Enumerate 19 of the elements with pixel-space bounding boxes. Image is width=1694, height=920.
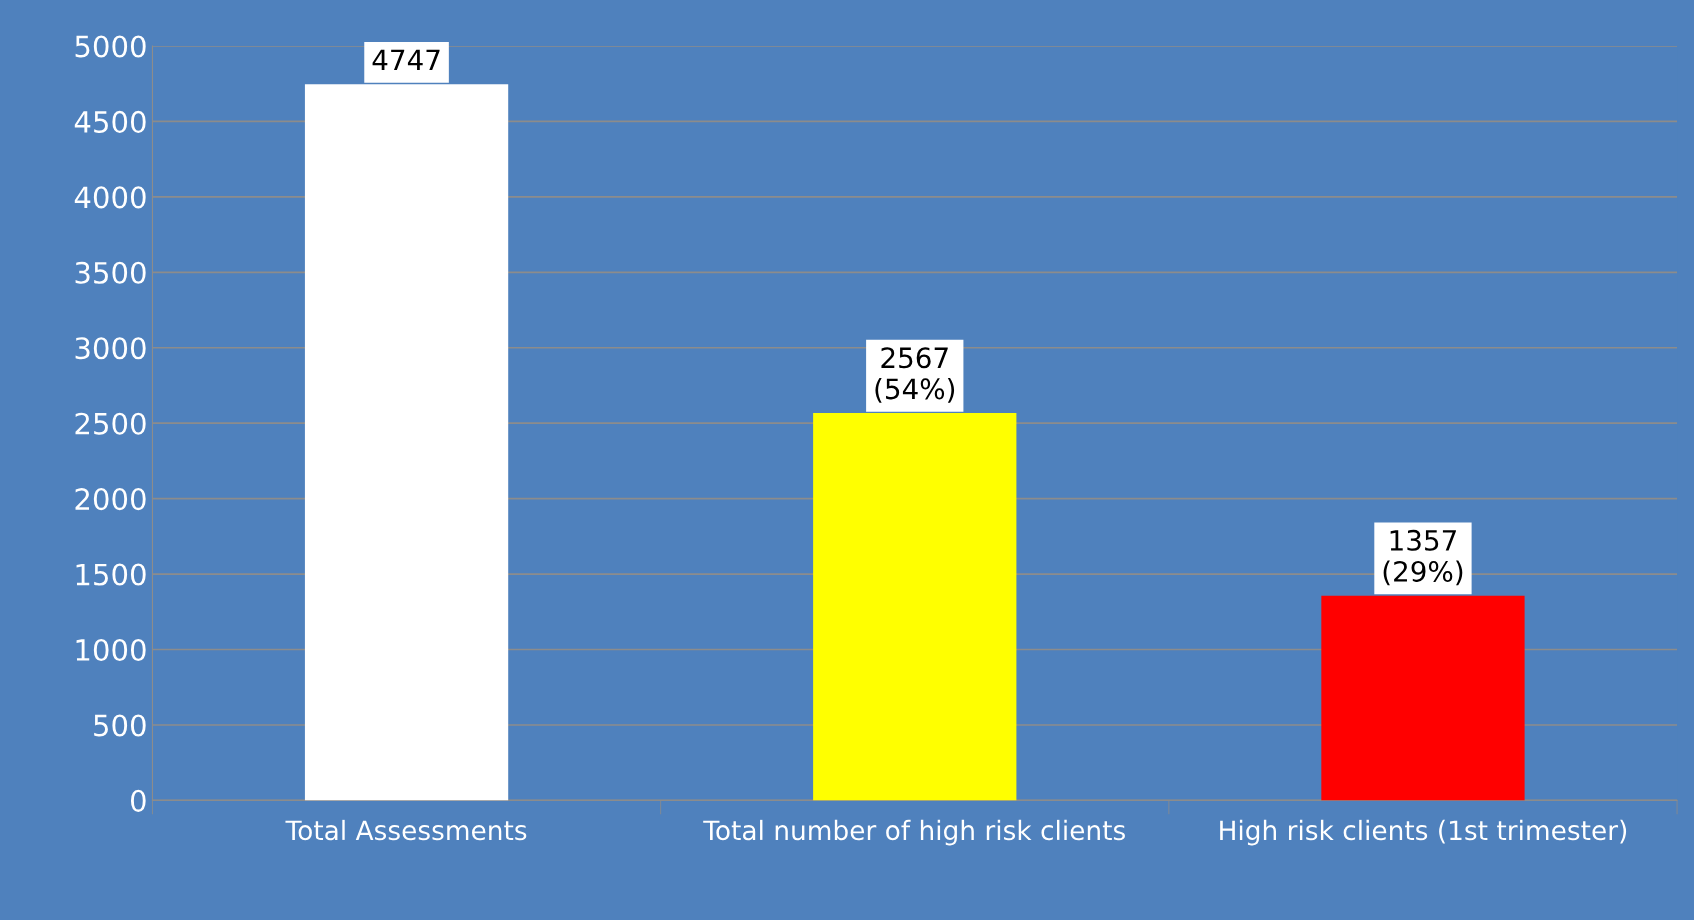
y-tick-label: 3500 (75, 261, 146, 284)
bar (813, 413, 1017, 801)
y-tick-label: 500 (94, 714, 146, 737)
data-label: 2567 (54%) (875, 347, 955, 403)
y-tick-label: 3000 (75, 337, 146, 360)
y-tick-label: 2000 (75, 488, 146, 511)
bar (1321, 595, 1525, 801)
y-tick-label: 4500 (74, 110, 146, 133)
y-tick-label: 4000 (74, 186, 146, 209)
x-tick-label: Total Assessments (285, 819, 527, 841)
x-tick-label: Total number of high risk clients (703, 819, 1125, 846)
data-label: 4747 (372, 49, 440, 71)
x-tick-label: High risk clients (1st trimester) (1220, 819, 1627, 846)
y-tick-label: 0 (130, 789, 146, 812)
data-label: 1357 (29%) (1383, 529, 1463, 586)
y-tick-label: 1000 (76, 638, 146, 662)
y-tick-label: 5000 (75, 35, 146, 58)
y-tick-label: 1500 (76, 563, 146, 586)
y-tick-label: 2500 (75, 412, 146, 435)
